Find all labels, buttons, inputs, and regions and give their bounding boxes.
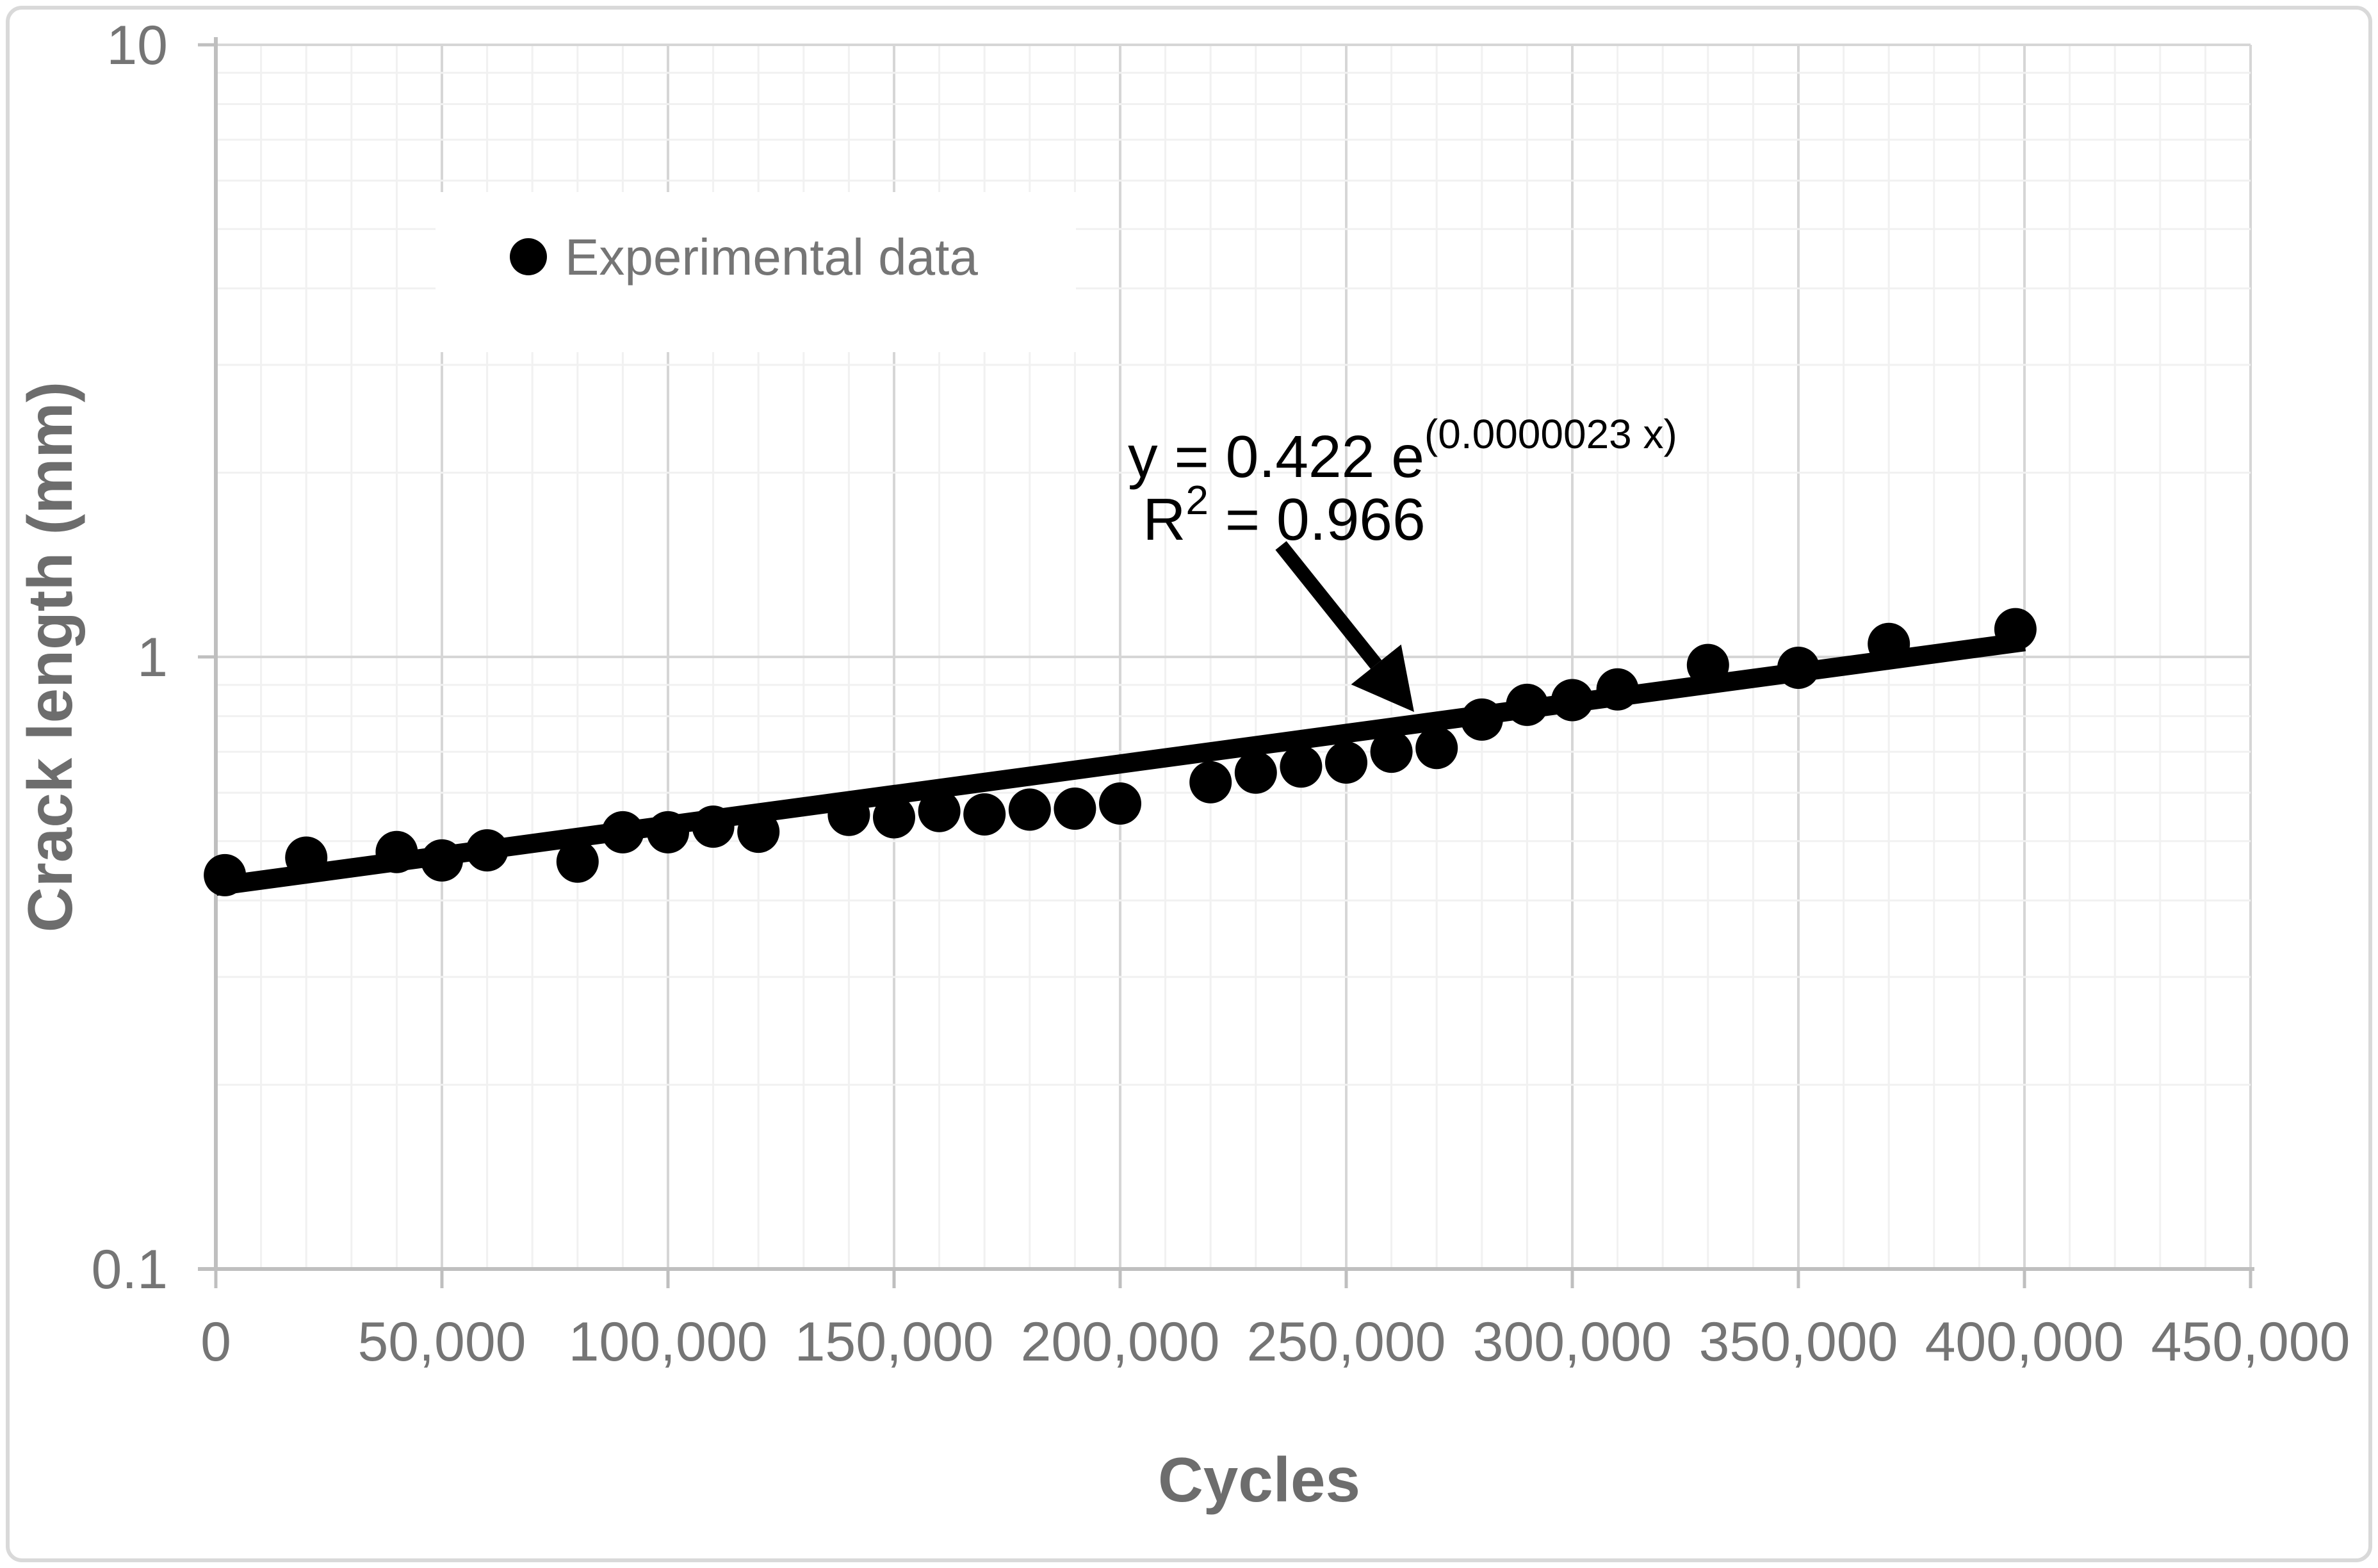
data-point bbox=[963, 793, 1006, 836]
data-point bbox=[1460, 698, 1503, 741]
data-point bbox=[1551, 679, 1593, 722]
data-point bbox=[1099, 782, 1141, 825]
y-tick-label: 10 bbox=[106, 15, 168, 76]
legend-marker-icon bbox=[510, 238, 547, 275]
data-point bbox=[375, 830, 418, 873]
data-point bbox=[285, 836, 328, 879]
annotations-layer: y = 0.422 e(0.0000023 x)R2 = 0.966 bbox=[1128, 411, 1677, 712]
x-tick-label: 350,000 bbox=[1699, 1311, 1898, 1373]
r2-base-text: R bbox=[1143, 486, 1185, 553]
data-point bbox=[1370, 731, 1413, 773]
axes-layer bbox=[198, 37, 2254, 1288]
equation-label: y = 0.422 e(0.0000023 x) bbox=[1128, 411, 1677, 490]
data-point bbox=[737, 811, 780, 853]
data-point bbox=[1008, 788, 1051, 831]
data-point bbox=[1325, 741, 1367, 784]
equation-r2-label: R2 = 0.966 bbox=[1143, 477, 1425, 553]
data-point bbox=[421, 839, 463, 882]
x-tick-label: 450,000 bbox=[2151, 1311, 2350, 1373]
data-point bbox=[204, 853, 247, 896]
data-point bbox=[556, 840, 599, 883]
data-point bbox=[647, 811, 689, 853]
axis-labels-layer: 0 50,000 100,000 150,000 200,000 250,000 300,0… bbox=[15, 15, 2350, 1515]
data-point bbox=[827, 793, 870, 836]
data-point bbox=[1234, 751, 1277, 794]
data-point bbox=[1415, 727, 1458, 770]
x-tick-label: 0 bbox=[200, 1311, 231, 1373]
data-point bbox=[466, 829, 509, 872]
data-point bbox=[692, 805, 735, 848]
data-point bbox=[1994, 608, 2037, 651]
r2-value-text: = 0.966 bbox=[1209, 486, 1426, 553]
legend-label: Experimental data bbox=[565, 229, 978, 286]
trendline bbox=[214, 632, 2026, 896]
data-point bbox=[1189, 761, 1232, 804]
legend-background bbox=[436, 192, 1076, 352]
x-tick-label: 400,000 bbox=[1925, 1311, 2124, 1373]
data-point bbox=[873, 796, 915, 839]
y-axis-title: Crack length (mm) bbox=[15, 382, 85, 932]
x-tick-label: 50,000 bbox=[357, 1311, 526, 1373]
x-tick-label: 200,000 bbox=[1021, 1311, 1220, 1373]
data-point bbox=[601, 811, 644, 853]
x-tick-label: 300,000 bbox=[1473, 1311, 1672, 1373]
chart-border-layer bbox=[6, 6, 2372, 1562]
x-tick-label: 100,000 bbox=[569, 1311, 768, 1373]
x-tick-label: 150,000 bbox=[795, 1311, 994, 1373]
data-point bbox=[1506, 683, 1549, 726]
x-tick-label: 250,000 bbox=[1247, 1311, 1446, 1373]
data-point bbox=[1686, 643, 1729, 686]
y-tick-label: 0.1 bbox=[91, 1239, 168, 1300]
data-point bbox=[1054, 788, 1096, 830]
x-axis-title: Cycles bbox=[1158, 1444, 1360, 1515]
data-point bbox=[1777, 646, 1820, 689]
r2-superscript-text: 2 bbox=[1185, 477, 1209, 523]
y-tick-label: 1 bbox=[137, 627, 168, 688]
data-point bbox=[1868, 622, 1910, 665]
chart-border bbox=[6, 6, 2372, 1562]
annotation-arrow-head bbox=[1351, 644, 1414, 712]
annotation-arrow-shaft bbox=[1275, 541, 1382, 669]
legend: Experimental data bbox=[510, 229, 978, 286]
data-point bbox=[918, 789, 961, 832]
equation-base-text: y = 0.422 e bbox=[1128, 423, 1424, 490]
data-point bbox=[1280, 745, 1323, 788]
data-series-layer bbox=[204, 608, 2037, 896]
data-point bbox=[1596, 668, 1639, 711]
equation-exponent-text: (0.0000023 x) bbox=[1424, 411, 1677, 457]
